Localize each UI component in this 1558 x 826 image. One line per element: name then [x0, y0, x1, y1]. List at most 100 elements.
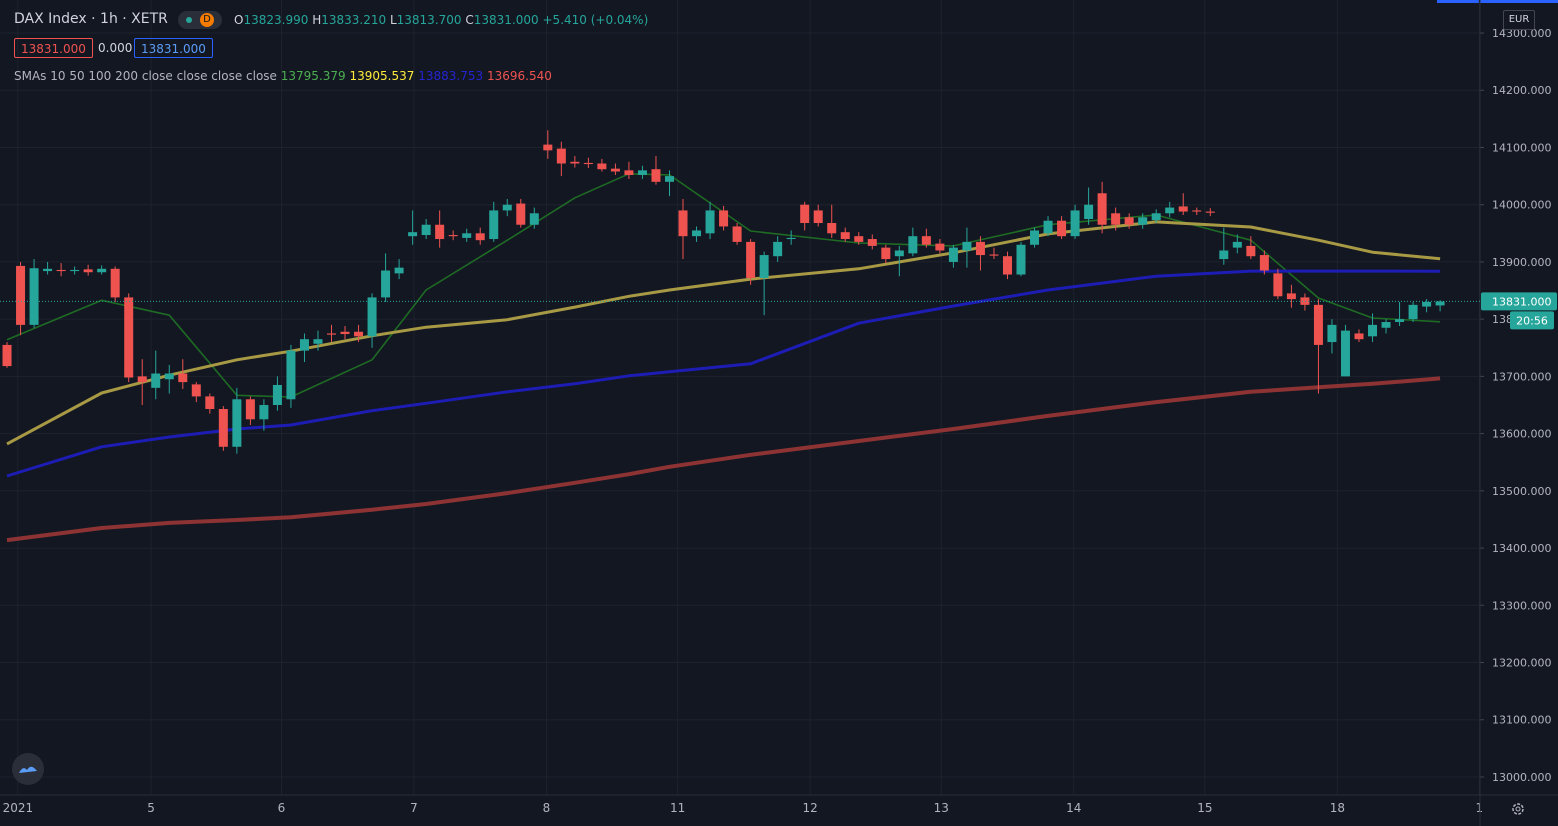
price-box: 0.000	[98, 41, 133, 55]
candle-body	[786, 237, 796, 240]
settings-icon[interactable]	[1512, 803, 1524, 815]
candle-body	[1178, 206, 1188, 212]
candle-body	[624, 170, 634, 175]
price-badge-label: 13831.000	[1492, 295, 1552, 308]
indicator-value: 13883.753	[418, 69, 484, 83]
candle-body	[1151, 213, 1161, 221]
x-tick-label: 11	[670, 801, 685, 815]
candle-body	[502, 204, 512, 211]
indicator-value: 13795.379	[280, 69, 346, 83]
candle-body	[164, 373, 174, 380]
candle-body	[70, 269, 80, 272]
candle-body	[408, 232, 418, 237]
candle-body	[286, 350, 296, 400]
sma-line	[6, 220, 1441, 446]
candle-body	[948, 247, 958, 262]
candle-body	[354, 331, 364, 337]
y-tick-label: 13900.000	[1492, 256, 1552, 269]
x-tick-label: 12	[802, 801, 817, 815]
logo-icon	[19, 766, 37, 773]
currency[interactable]: EUR	[1503, 10, 1535, 30]
ohlc-value: 13833.210	[321, 13, 387, 27]
price-box[interactable]: 13831.000	[14, 38, 93, 58]
ohlc-label: L	[389, 13, 397, 27]
candle-body	[110, 268, 120, 298]
indicator-value: 13905.537	[349, 69, 415, 83]
candle-body	[151, 373, 161, 388]
price-box[interactable]: 13831.000	[134, 38, 213, 58]
candle-body	[1043, 220, 1053, 234]
candle-body	[340, 331, 350, 335]
candle-body	[746, 241, 756, 278]
ohlc-label: C	[465, 13, 474, 27]
sma-line	[6, 376, 1441, 543]
candle-body	[719, 210, 729, 227]
candle-body	[1232, 241, 1242, 248]
sma-line	[6, 269, 1441, 478]
candle-body	[435, 224, 445, 240]
settings-hub	[1515, 806, 1521, 812]
candle-body	[394, 267, 404, 274]
candle-body	[1273, 273, 1283, 297]
x-tick-label: 8	[543, 801, 551, 815]
ohlc-value: 13823.990	[243, 13, 309, 27]
candle-body	[1408, 304, 1418, 320]
candle-body	[1219, 250, 1229, 260]
candle-body	[759, 255, 769, 278]
candle-body	[529, 213, 539, 225]
candle-body	[800, 204, 810, 224]
price-badge	[1481, 292, 1557, 311]
candle-body	[1084, 204, 1094, 220]
y-tick-label: 14100.000	[1492, 141, 1552, 154]
ohlc: O13823.990 H13833.210 L13813.700 C13831.…	[234, 13, 648, 27]
logo[interactable]	[12, 753, 44, 785]
y-tick-label: 13500.000	[1492, 485, 1552, 498]
y-tick-label: 13200.000	[1492, 657, 1552, 670]
candle-body	[367, 297, 377, 337]
candle-body	[1246, 245, 1256, 257]
top-strip	[1437, 0, 1558, 3]
settings-ring	[1512, 803, 1524, 815]
candle-body	[1097, 193, 1107, 225]
x-tick-label: 13	[934, 801, 949, 815]
countdown-badge	[1510, 311, 1554, 330]
ohlc-label: H	[312, 13, 322, 27]
candle-body	[583, 162, 593, 165]
x-tick-label: 2021	[3, 801, 34, 815]
candle-body	[732, 226, 742, 242]
candle-body	[854, 236, 864, 242]
candle-body	[827, 223, 837, 234]
indicator-label: SMAs 10 50 100 200 close close close clo…	[14, 69, 277, 83]
y-tick-label: 14200.000	[1492, 84, 1552, 97]
candle-body	[543, 144, 553, 151]
status-pill[interactable]: D	[178, 11, 222, 29]
candle-body	[651, 169, 661, 182]
candle-body	[989, 254, 999, 256]
change: +5.410 (+0.04%)	[542, 13, 649, 27]
ohlc-value: 13813.700	[396, 13, 462, 27]
candle-body	[1016, 244, 1026, 275]
candle-body	[475, 233, 485, 241]
candle-body	[1259, 255, 1269, 271]
symbol[interactable]: DAX Index · 1h · XETR	[14, 11, 168, 27]
candle-body	[773, 241, 783, 257]
candle-body	[1300, 297, 1310, 305]
candle-body	[97, 268, 107, 273]
candle-body	[1165, 207, 1175, 214]
candle-body	[597, 163, 607, 170]
x-tick-label: 18	[1330, 801, 1345, 815]
y-tick-label: 13100.000	[1492, 714, 1552, 727]
candle-body	[124, 297, 134, 378]
candle-body	[881, 247, 891, 260]
candle-body	[921, 236, 931, 245]
candle-body	[1354, 333, 1364, 340]
y-tick-label: 14300.000	[1492, 27, 1552, 40]
candle-body	[813, 210, 823, 224]
candle-body	[272, 384, 282, 405]
candle-body	[178, 373, 188, 383]
candle-body	[421, 224, 431, 236]
candle-body	[1205, 211, 1215, 213]
candle-body	[556, 148, 566, 164]
